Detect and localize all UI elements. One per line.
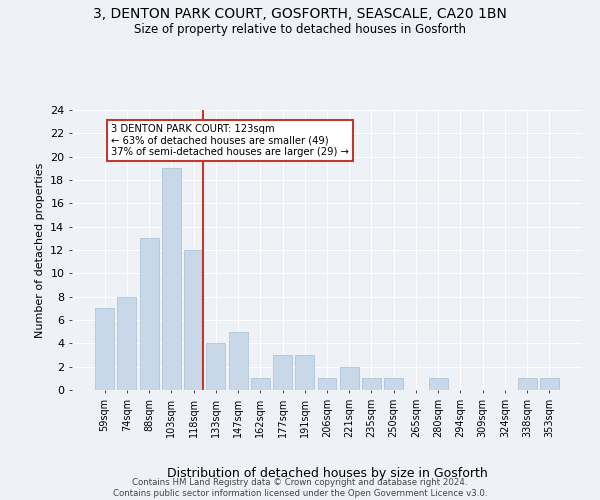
Bar: [317, 378, 337, 390]
Bar: [273, 355, 292, 390]
Bar: [518, 378, 536, 390]
Text: Contains HM Land Registry data © Crown copyright and database right 2024.
Contai: Contains HM Land Registry data © Crown c…: [113, 478, 487, 498]
Bar: [340, 366, 359, 390]
Bar: [95, 308, 114, 390]
Text: 3, DENTON PARK COURT, GOSFORTH, SEASCALE, CA20 1BN: 3, DENTON PARK COURT, GOSFORTH, SEASCALE…: [93, 8, 507, 22]
Text: Distribution of detached houses by size in Gosforth: Distribution of detached houses by size …: [167, 467, 487, 480]
Bar: [229, 332, 248, 390]
Bar: [540, 378, 559, 390]
Bar: [295, 355, 314, 390]
Bar: [118, 296, 136, 390]
Bar: [140, 238, 158, 390]
Y-axis label: Number of detached properties: Number of detached properties: [35, 162, 44, 338]
Bar: [162, 168, 181, 390]
Bar: [184, 250, 203, 390]
Bar: [362, 378, 381, 390]
Bar: [384, 378, 403, 390]
Bar: [429, 378, 448, 390]
Bar: [206, 344, 225, 390]
Text: Size of property relative to detached houses in Gosforth: Size of property relative to detached ho…: [134, 22, 466, 36]
Text: 3 DENTON PARK COURT: 123sqm
← 63% of detached houses are smaller (49)
37% of sem: 3 DENTON PARK COURT: 123sqm ← 63% of det…: [112, 124, 349, 157]
Bar: [251, 378, 270, 390]
